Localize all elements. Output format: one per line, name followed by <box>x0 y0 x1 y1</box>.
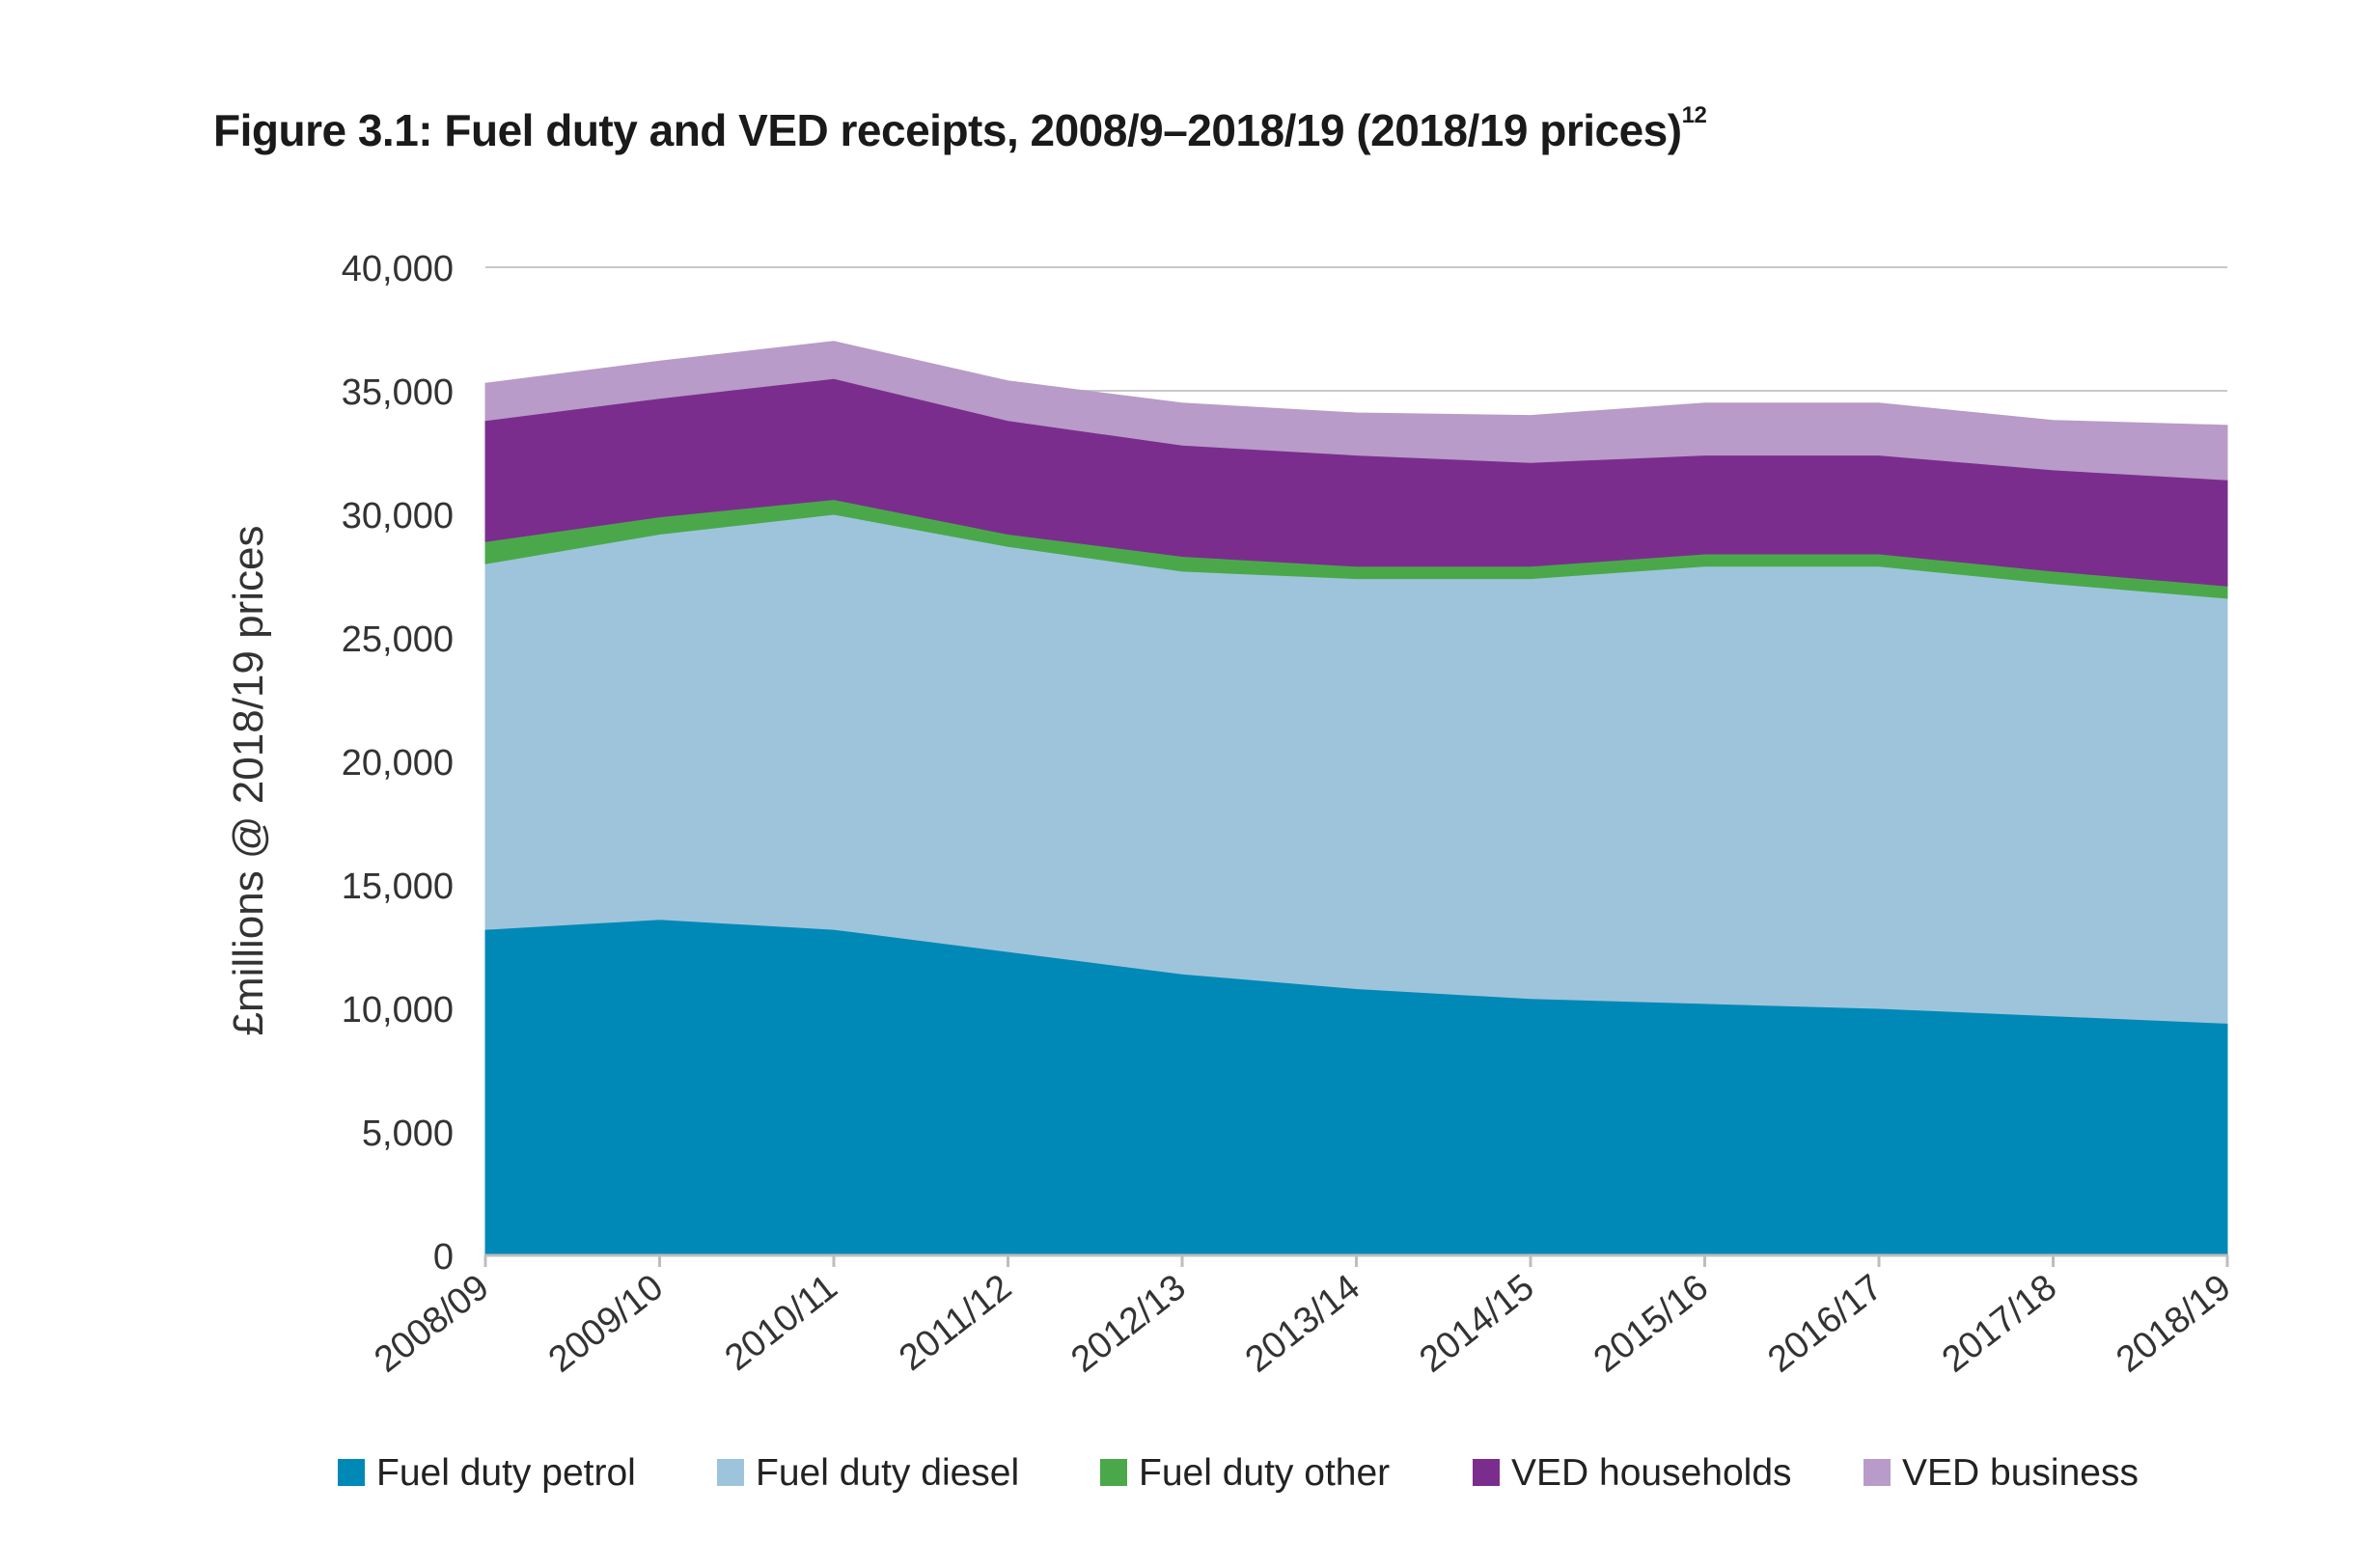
y-tick-labels: 0 5,000 10,000 15,000 20,000 25,000 30,000 35,0… <box>342 249 454 1278</box>
legend-item: Fuel duty diesel <box>717 1452 1019 1494</box>
y-tick-label: 30,000 <box>342 496 454 536</box>
legend-label: Fuel duty other <box>1139 1452 1390 1494</box>
x-tick-label: 2017/18 <box>1935 1267 2064 1381</box>
y-tick-label: 0 <box>433 1237 454 1278</box>
x-tick-labels: 2008/09 2009/10 2010/11 2011/12 2012/13 2013/… <box>367 1267 2238 1381</box>
y-tick-label: 40,000 <box>342 249 454 289</box>
y-tick-label: 35,000 <box>342 372 454 413</box>
legend: Fuel duty petrol Fuel duty diesel Fuel dut… <box>338 1452 2139 1494</box>
x-tick-label: 2014/15 <box>1412 1267 1541 1381</box>
legend-swatch <box>1863 1459 1891 1486</box>
area-series-ved-business <box>484 341 2228 481</box>
figure-title: Figure 3.1: Fuel duty and VED receipts, … <box>213 102 1707 155</box>
y-tick-label: 20,000 <box>342 743 454 784</box>
x-tick-label: 2008/09 <box>367 1267 496 1381</box>
legend-item: VED households <box>1473 1452 1792 1494</box>
y-axis-title: £millions @ 2018/19 prices <box>225 526 272 1036</box>
x-tick-label: 2013/14 <box>1238 1267 1367 1381</box>
legend-label: VED households <box>1511 1452 1792 1494</box>
legend-swatch <box>1100 1459 1127 1486</box>
y-tick-label: 15,000 <box>342 867 454 907</box>
legend-item: VED business <box>1863 1452 2139 1494</box>
legend-label: Fuel duty petrol <box>376 1452 636 1494</box>
legend-label: VED business <box>1902 1452 2139 1494</box>
x-tick-label: 2016/17 <box>1760 1267 1890 1381</box>
y-tick-label: 5,000 <box>362 1114 454 1154</box>
legend-swatch <box>1473 1459 1500 1486</box>
axes <box>483 1253 2229 1267</box>
series-areas <box>484 341 2228 1256</box>
legend-label: Fuel duty diesel <box>756 1452 1019 1494</box>
legend-item: Fuel duty petrol <box>338 1452 636 1494</box>
x-tick-label: 2012/13 <box>1063 1267 1193 1381</box>
y-tick-label: 10,000 <box>342 990 454 1031</box>
x-tick-label: 2011/12 <box>892 1267 1019 1379</box>
x-tick-label: 2009/10 <box>541 1267 671 1381</box>
x-tick-label: 2010/11 <box>718 1267 845 1379</box>
y-tick-label: 25,000 <box>342 619 454 660</box>
legend-swatch <box>717 1459 744 1486</box>
legend-item: Fuel duty other <box>1100 1452 1390 1494</box>
x-tick-label: 2015/16 <box>1587 1267 1716 1381</box>
title-footnote-ref: 12 <box>1681 102 1707 128</box>
legend-swatch <box>338 1459 365 1486</box>
x-tick-label: 2018/19 <box>2109 1267 2238 1381</box>
